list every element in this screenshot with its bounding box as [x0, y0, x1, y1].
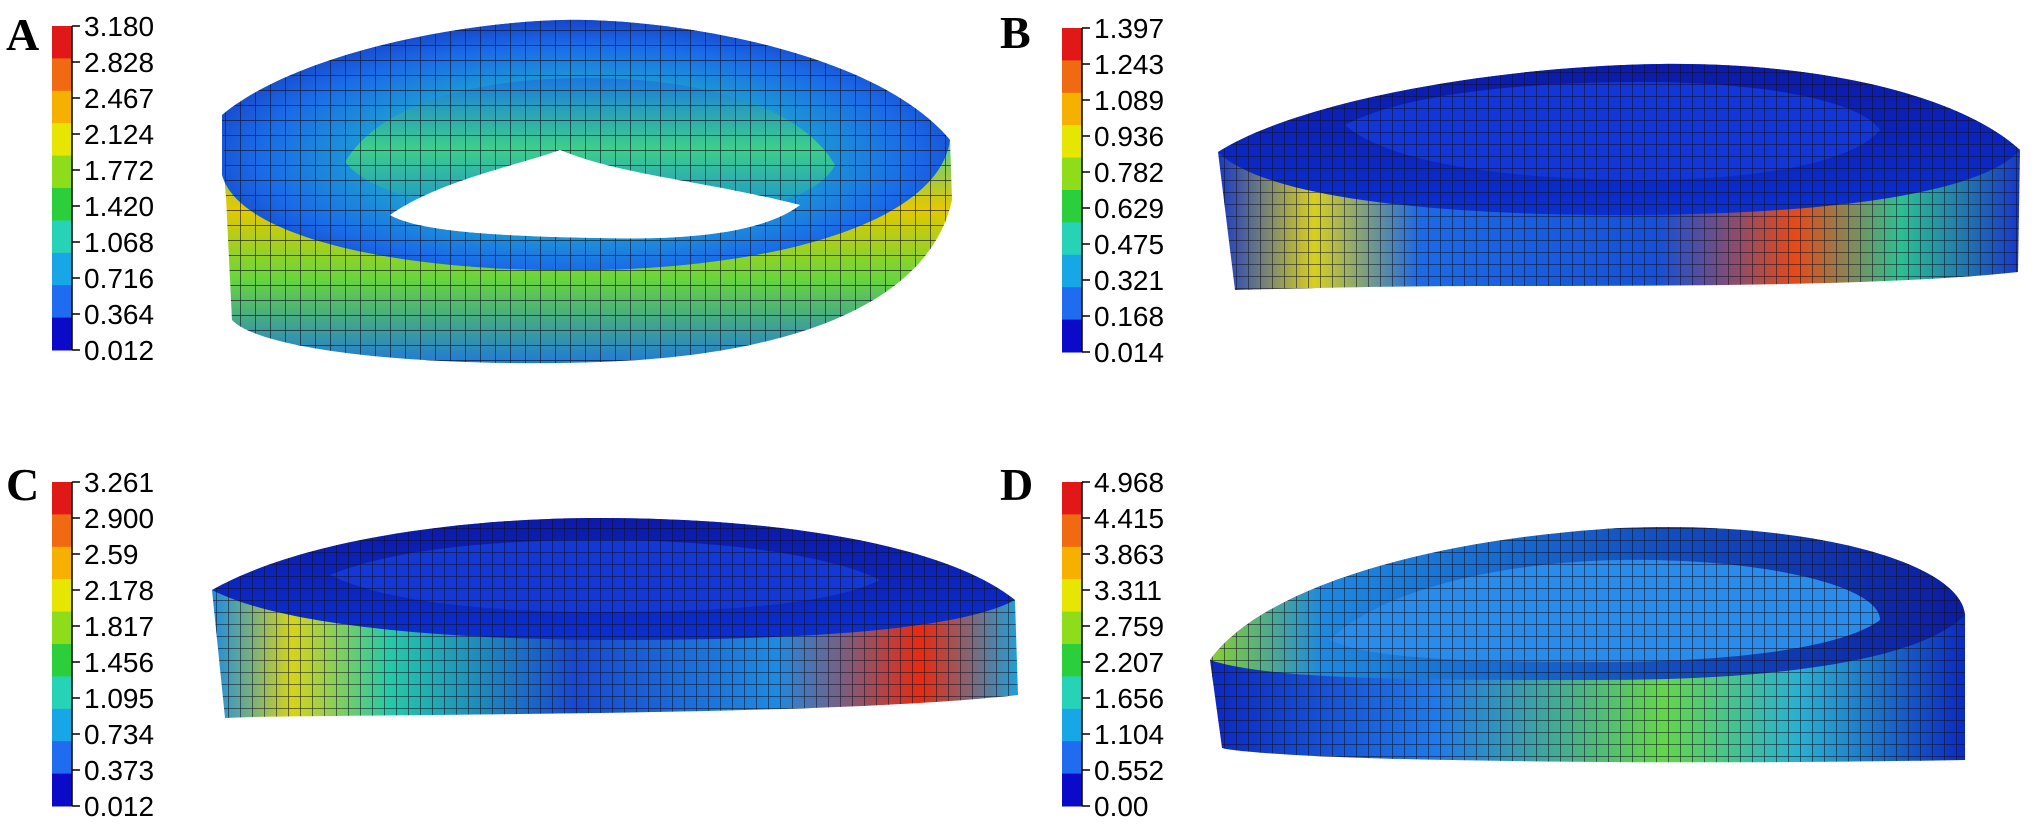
colorbar-segment [1062, 579, 1082, 613]
colorbar-d: 4.968 4.415 3.863 3.311 2.759 2.207 1.656 1.104… [1062, 467, 1164, 822]
colorbar-tick-label: 0.734 [84, 719, 154, 750]
colorbar-segment [52, 58, 72, 92]
colorbar-c: 3.261 2.900 2.59 2.178 1.817 1.456 1.095 0.734 0… [52, 467, 154, 822]
colorbar-segment [1062, 482, 1082, 515]
colorbar-tick-label: 1.456 [84, 647, 154, 678]
colorbar-tick-label: 3.863 [1094, 539, 1164, 570]
colorbar-segment [52, 26, 72, 59]
colorbar-segment [52, 90, 72, 124]
colorbar-segment [52, 708, 72, 742]
colorbar-tick-label: 1.104 [1094, 719, 1164, 750]
colorbar-tick-label: 1.656 [1094, 683, 1164, 714]
colorbar-segment [1062, 319, 1082, 353]
colorbar-tick-label: 1.068 [84, 227, 154, 258]
colorbar-segment [52, 644, 72, 677]
colorbar-tick-label: 0.629 [1094, 193, 1164, 224]
mesh-model-b [1218, 63, 2020, 291]
colorbar-tick-label: 4.968 [1094, 467, 1164, 498]
panel-letter-d: D [1000, 459, 1033, 510]
colorbar-tick-label: 0.321 [1094, 265, 1164, 296]
colorbar-tick-label: 2.467 [84, 83, 154, 114]
colorbar-tick-label: 1.095 [84, 683, 154, 714]
panel-a: A 3.180 2.828 2.467 2.124 1.772 1.420 1.068 0.7… [6, 9, 952, 366]
colorbar-tick-label: 0.782 [1094, 157, 1164, 188]
colorbar-segment [1062, 514, 1082, 548]
colorbar-tick-label: 0.936 [1094, 121, 1164, 152]
colorbar-tick-label: 0.552 [1094, 755, 1164, 786]
colorbar-segment [52, 676, 72, 710]
colorbar-segment [52, 317, 72, 351]
colorbar-tick-label: 2.178 [84, 575, 154, 606]
colorbar-segment [1062, 644, 1082, 677]
colorbar-segment [52, 514, 72, 548]
colorbar-segment [52, 285, 72, 319]
colorbar-tick-label: 1.420 [84, 191, 154, 222]
colorbar-tick-label: 2.59 [84, 539, 139, 570]
colorbar-segment [1062, 190, 1082, 223]
colorbar-segment [1062, 708, 1082, 742]
colorbar-tick-label: 1.089 [1094, 85, 1164, 116]
colorbar-segment [1062, 60, 1082, 94]
mesh-model-c [212, 518, 1018, 718]
colorbar-tick-label: 0.716 [84, 263, 154, 294]
panel-c: C 3.261 2.900 2.59 2.178 1.817 1.456 1.095 0.73… [6, 459, 1018, 822]
mesh-model-a [222, 19, 952, 364]
colorbar-tick-label: 2.759 [1094, 611, 1164, 642]
colorbar-tick-label: 0.00 [1094, 791, 1149, 822]
panel-letter-b: B [1000, 7, 1031, 58]
colorbar-segment [52, 188, 72, 221]
colorbar-segment [52, 155, 72, 189]
colorbar-tick-label: 1.397 [1094, 13, 1164, 44]
colorbar-segment [1062, 92, 1082, 126]
colorbar-segment [1062, 222, 1082, 256]
colorbar-segment [1062, 741, 1082, 775]
colorbar-tick-label: 0.014 [1094, 337, 1164, 368]
colorbar-segment [1062, 254, 1082, 288]
colorbar-tick-label: 2.207 [1094, 647, 1164, 678]
colorbar-tick-label: 0.012 [84, 791, 154, 822]
colorbar-tick-label: 1.817 [84, 611, 154, 642]
colorbar-segment [52, 546, 72, 580]
colorbar-b: 1.397 1.243 1.089 0.936 0.782 0.629 0.475 0.321… [1062, 13, 1164, 368]
colorbar-segment [1062, 773, 1082, 807]
colorbar-tick-label: 0.168 [1094, 301, 1164, 332]
colorbar-tick-label: 1.243 [1094, 49, 1164, 80]
colorbar-segment [52, 611, 72, 645]
panel-letter-a: A [6, 9, 39, 60]
colorbar-tick-label: 2.124 [84, 119, 154, 150]
colorbar-tick-label: 0.475 [1094, 229, 1164, 260]
colorbar-segment [1062, 125, 1082, 159]
colorbar-segment [52, 741, 72, 775]
colorbar-tick-label: 2.900 [84, 503, 154, 534]
colorbar-segment [52, 220, 72, 254]
colorbar-segment [1062, 287, 1082, 321]
colorbar-tick-label: 0.373 [84, 755, 154, 786]
colorbar-segment [52, 482, 72, 515]
panel-letter-c: C [6, 459, 39, 510]
colorbar-segment [1062, 611, 1082, 645]
colorbar-segment [52, 123, 72, 157]
colorbar-a: 3.180 2.828 2.467 2.124 1.772 1.420 1.068 0.716… [52, 11, 154, 366]
colorbar-tick-label: 3.311 [1094, 575, 1162, 606]
colorbar-segment [1062, 28, 1082, 61]
mesh-model-d [1210, 526, 1965, 763]
colorbar-segment [1062, 546, 1082, 580]
colorbar-tick-label: 0.364 [84, 299, 154, 330]
colorbar-segment [52, 252, 72, 286]
colorbar-tick-label: 0.012 [84, 335, 154, 366]
colorbar-segment [1062, 676, 1082, 710]
colorbar-tick-label: 2.828 [84, 47, 154, 78]
colorbar-tick-label: 3.180 [84, 11, 154, 42]
colorbar-tick-label: 1.772 [84, 155, 154, 186]
colorbar-tick-label: 3.261 [84, 467, 154, 498]
colorbar-tick-label: 4.415 [1094, 503, 1164, 534]
panel-b: B 1.397 1.243 1.089 0.936 0.782 0.629 0.475 0.3… [1000, 7, 2020, 368]
colorbar-segment [52, 773, 72, 807]
panel-d: D 4.968 4.415 3.863 3.311 2.759 2.207 1.656 1.1… [1000, 459, 1965, 822]
colorbar-segment [1062, 157, 1082, 191]
colorbar-segment [52, 579, 72, 613]
